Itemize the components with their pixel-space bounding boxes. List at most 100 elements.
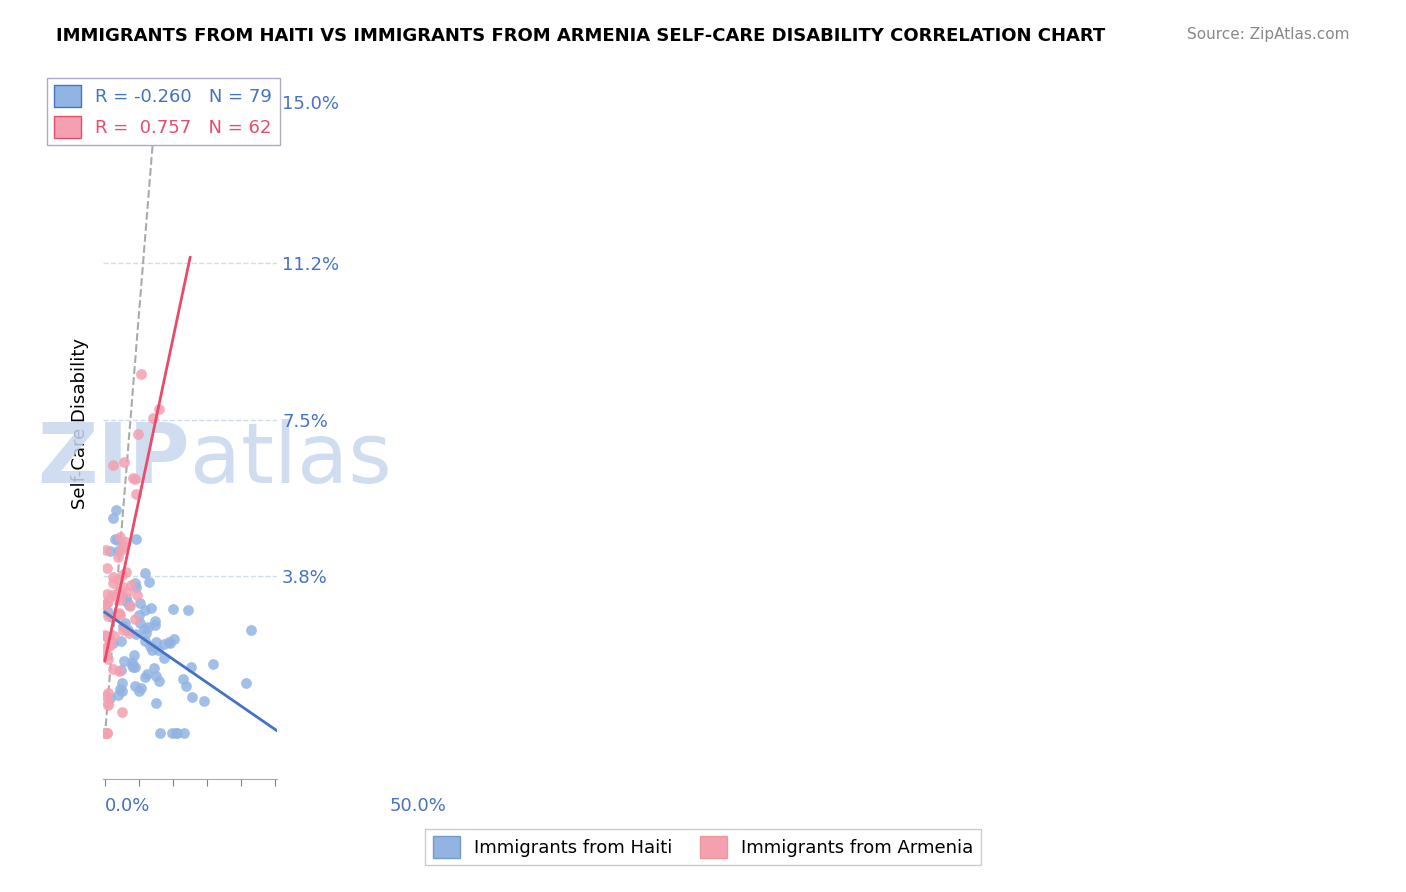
Point bbox=[136, 620, 159, 634]
Point bbox=[172, 673, 194, 687]
Point bbox=[111, 581, 134, 595]
Point bbox=[159, 635, 181, 649]
Point bbox=[128, 607, 150, 622]
Point bbox=[94, 628, 117, 642]
Point bbox=[138, 639, 160, 653]
Point bbox=[160, 726, 183, 740]
Text: IMMIGRANTS FROM HAITI VS IMMIGRANTS FROM ARMENIA SELF-CARE DISABILITY CORRELATIO: IMMIGRANTS FROM HAITI VS IMMIGRANTS FROM… bbox=[56, 27, 1105, 45]
Point bbox=[145, 635, 167, 649]
Point bbox=[103, 511, 125, 525]
Point bbox=[96, 587, 118, 601]
Point bbox=[122, 660, 145, 674]
Point bbox=[97, 605, 120, 619]
Point bbox=[134, 623, 156, 637]
Point bbox=[107, 573, 129, 587]
Point bbox=[122, 648, 145, 663]
Point bbox=[96, 640, 118, 654]
Point bbox=[94, 726, 117, 740]
Point bbox=[111, 568, 134, 582]
Point bbox=[105, 533, 128, 547]
Point bbox=[118, 625, 141, 640]
Point bbox=[152, 637, 174, 651]
Point bbox=[115, 584, 138, 599]
Point bbox=[148, 402, 170, 417]
Point bbox=[103, 636, 125, 650]
Point bbox=[141, 642, 163, 657]
Point bbox=[193, 694, 215, 708]
Point bbox=[94, 726, 117, 740]
Point bbox=[115, 595, 138, 609]
Point bbox=[148, 674, 170, 689]
Text: atlas: atlas bbox=[190, 419, 392, 500]
Point bbox=[143, 618, 166, 632]
Point bbox=[97, 698, 120, 712]
Point bbox=[108, 664, 131, 678]
Point bbox=[107, 585, 129, 599]
Point bbox=[115, 535, 138, 549]
Point bbox=[122, 471, 145, 485]
Point bbox=[112, 455, 135, 469]
Point bbox=[235, 675, 257, 690]
Point bbox=[142, 410, 165, 425]
Point bbox=[97, 696, 120, 710]
Point bbox=[127, 427, 149, 442]
Point bbox=[96, 726, 118, 740]
Point bbox=[177, 603, 200, 617]
Point bbox=[103, 458, 125, 473]
Point bbox=[96, 596, 118, 610]
Point bbox=[111, 684, 134, 698]
Point bbox=[173, 726, 195, 740]
Point bbox=[149, 726, 172, 740]
Point bbox=[143, 661, 166, 675]
Point bbox=[153, 651, 176, 665]
Point bbox=[101, 588, 124, 602]
Point bbox=[124, 679, 146, 693]
Point bbox=[98, 544, 121, 558]
Point bbox=[101, 576, 124, 591]
Point bbox=[145, 696, 167, 710]
Point bbox=[98, 690, 121, 705]
Point bbox=[114, 591, 136, 606]
Point bbox=[108, 681, 131, 696]
Point bbox=[111, 706, 134, 720]
Point bbox=[202, 657, 225, 672]
Point bbox=[129, 596, 152, 610]
Point bbox=[174, 679, 197, 693]
Point bbox=[96, 726, 118, 740]
Text: 0.0%: 0.0% bbox=[105, 797, 150, 815]
Point bbox=[112, 623, 135, 637]
Point bbox=[107, 549, 129, 564]
Point bbox=[134, 566, 156, 580]
Point bbox=[107, 607, 129, 622]
Point bbox=[136, 667, 159, 681]
Point bbox=[107, 544, 129, 558]
Point bbox=[110, 663, 132, 677]
Point bbox=[98, 639, 121, 653]
Point bbox=[97, 686, 120, 700]
Point bbox=[124, 612, 146, 626]
Point bbox=[96, 561, 118, 575]
Point bbox=[124, 660, 146, 674]
Point bbox=[103, 629, 125, 643]
Point bbox=[97, 651, 120, 665]
Point bbox=[163, 632, 186, 646]
Text: 50.0%: 50.0% bbox=[389, 797, 446, 815]
Point bbox=[145, 669, 167, 683]
Point bbox=[117, 623, 139, 637]
Point bbox=[124, 472, 146, 486]
Point bbox=[125, 487, 148, 501]
Point bbox=[114, 616, 136, 631]
Text: Source: ZipAtlas.com: Source: ZipAtlas.com bbox=[1187, 27, 1350, 42]
Point bbox=[105, 589, 128, 603]
Point bbox=[104, 533, 127, 547]
Point bbox=[180, 660, 202, 674]
Point bbox=[125, 580, 148, 594]
Point bbox=[139, 600, 162, 615]
Point bbox=[96, 542, 118, 557]
Point bbox=[108, 607, 131, 622]
Point bbox=[94, 628, 117, 642]
Legend: R = -0.260   N = 79, R =  0.757   N = 62: R = -0.260 N = 79, R = 0.757 N = 62 bbox=[46, 78, 280, 145]
Point bbox=[131, 367, 153, 381]
Y-axis label: Self-Care Disability: Self-Care Disability bbox=[72, 338, 89, 509]
Point bbox=[120, 578, 142, 592]
